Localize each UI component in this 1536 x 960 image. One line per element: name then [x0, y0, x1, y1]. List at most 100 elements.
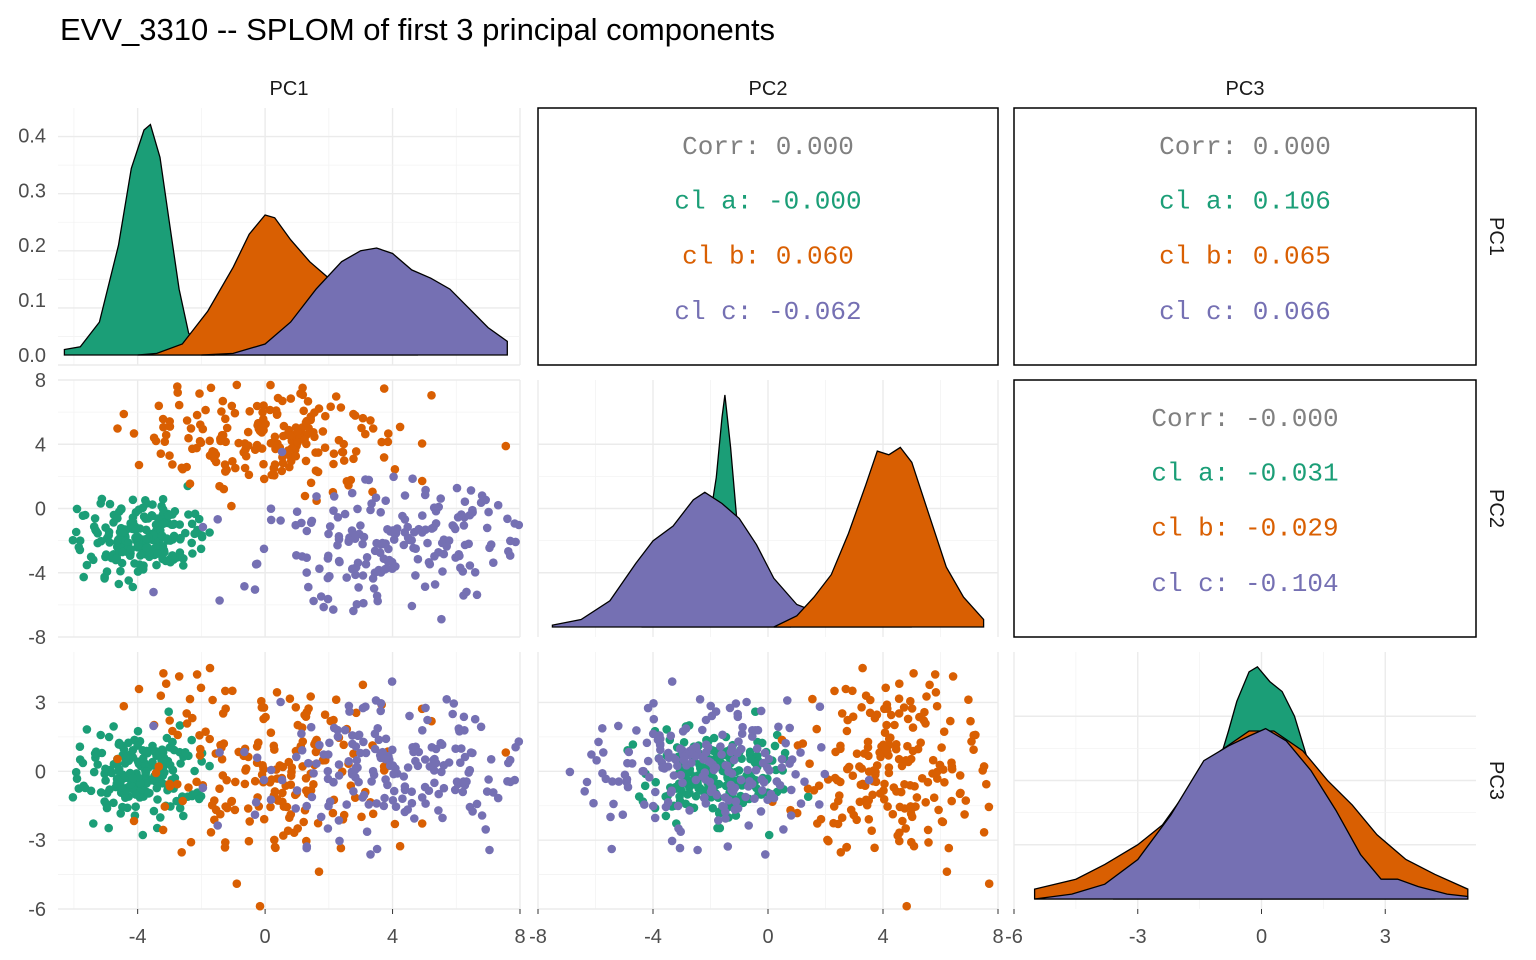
scatter-point: [80, 783, 90, 793]
x-tick-label-pc2: -8: [529, 926, 547, 948]
scatter-point: [205, 663, 215, 673]
scatter-point: [390, 819, 400, 829]
scatter-point: [858, 663, 867, 673]
scatter-point: [228, 457, 237, 466]
scatter-point: [291, 520, 301, 530]
scatter-point: [250, 445, 260, 455]
scatter-point: [298, 390, 308, 400]
scatter-point: [599, 748, 608, 757]
scatter-point: [164, 707, 173, 716]
scatter-point: [349, 606, 358, 616]
scatter-point: [903, 714, 913, 724]
scatter-point: [174, 672, 184, 681]
scatter-point: [129, 429, 139, 438]
scatter-point: [291, 804, 301, 813]
scatter-point: [642, 738, 652, 748]
scatter-point: [380, 793, 389, 803]
scatter-point: [403, 805, 413, 814]
scatter-point: [414, 747, 424, 757]
scatter-point: [410, 814, 419, 823]
scatter-point: [359, 737, 368, 747]
scatter-point: [333, 513, 343, 522]
scatter-point: [196, 544, 206, 554]
scatter-point: [205, 761, 214, 771]
scatter-point: [286, 771, 296, 780]
scatter-point: [112, 553, 122, 563]
scatter-point: [196, 744, 205, 754]
scatter-point: [863, 737, 873, 747]
scatter-point: [837, 813, 847, 822]
scatter-point: [779, 825, 788, 834]
scatter-point: [96, 788, 106, 797]
scatter-point: [270, 460, 280, 469]
scatter-point: [353, 558, 363, 568]
scatter-point: [131, 802, 140, 811]
scatter-point: [194, 794, 204, 804]
scatter-point: [190, 766, 199, 776]
scatter-point: [458, 787, 468, 797]
scatter-point: [477, 491, 487, 500]
scatter-pc1-pc2-group-a: [68, 481, 214, 592]
scatter-point: [138, 830, 148, 840]
scatter-point: [372, 799, 381, 808]
scatter-point: [833, 819, 843, 829]
scatter-point: [979, 762, 989, 771]
scatter-point: [218, 396, 228, 406]
scatter-point: [417, 819, 427, 828]
scatter-point: [864, 767, 874, 776]
scatter-point: [760, 748, 770, 758]
scatter-point: [232, 380, 242, 390]
scatter-point: [701, 715, 711, 725]
scatter-point: [158, 554, 167, 564]
scatter-point: [270, 745, 279, 754]
y-tick-label-density: 0.3: [18, 180, 46, 202]
scatter-point: [848, 712, 858, 721]
scatter-point: [407, 787, 417, 796]
scatter-point: [299, 817, 309, 827]
scatter-point: [723, 842, 733, 851]
scatter-point: [449, 699, 459, 708]
scatter-point: [159, 669, 168, 678]
scatter-point: [213, 515, 222, 524]
scatter-point: [71, 527, 81, 537]
scatter-point: [411, 756, 420, 766]
scatter-point: [128, 582, 138, 592]
scatter-point: [678, 778, 687, 788]
y-tick-label-pc3: 3: [35, 692, 46, 714]
scatter-point: [982, 779, 991, 789]
scatter-point: [329, 605, 338, 614]
x-tick-label-pc1: 0: [260, 926, 271, 948]
scatter-point: [101, 776, 110, 785]
scatter-point: [222, 423, 232, 433]
scatter-point: [921, 798, 930, 807]
column-strip-pc1: PC1: [270, 78, 309, 100]
scatter-point: [459, 712, 469, 722]
scatter-point: [114, 765, 124, 774]
scatter-point: [582, 777, 592, 787]
scatter-point: [418, 726, 427, 735]
scatter-point: [510, 519, 519, 528]
scatter-point: [731, 797, 741, 806]
scatter-point: [852, 815, 861, 825]
scatter-point: [939, 765, 948, 774]
scatter-point: [408, 474, 417, 484]
scatter-point: [816, 814, 826, 824]
scatter-point: [924, 838, 933, 847]
scatter-point: [711, 763, 721, 772]
scatter-point: [105, 785, 114, 794]
scatter-point: [285, 431, 295, 440]
scatter-point: [175, 535, 185, 544]
scatter-point: [259, 459, 268, 469]
scatter-point: [201, 727, 210, 736]
scatter-point: [181, 528, 190, 538]
scatter-point: [389, 472, 398, 482]
scatter-point: [459, 521, 469, 530]
scatter-point: [331, 695, 341, 704]
scatter-point: [124, 576, 133, 585]
scatter-point: [861, 691, 871, 700]
scatter-point: [285, 694, 295, 703]
scatter-point: [655, 739, 665, 749]
scatter-point: [931, 688, 941, 697]
scatter-point: [300, 491, 310, 501]
scatter-point: [729, 755, 739, 765]
